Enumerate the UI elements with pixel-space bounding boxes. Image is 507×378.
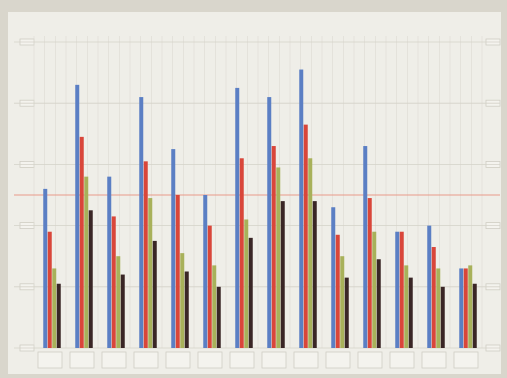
- bar-s2-c13: [431, 247, 436, 348]
- horizontal-grid: [14, 41, 500, 349]
- bar-s2-c11: [367, 198, 372, 348]
- bar-s3-c1: [52, 268, 57, 348]
- bar-s2-c8: [271, 146, 276, 348]
- bar-s4-c3: [120, 274, 125, 348]
- bar-s4-c12: [408, 277, 413, 348]
- bar-s1-c2: [75, 84, 80, 348]
- bar-s3-c14: [468, 265, 473, 348]
- bar-s3-c13: [436, 268, 441, 348]
- bar-s1-c10: [331, 207, 336, 348]
- bar-s2-c6: [207, 225, 212, 348]
- bar-s3-c12: [404, 265, 409, 348]
- bar-s3-c8: [276, 167, 281, 348]
- bar-s2-c7: [239, 158, 244, 348]
- bar-s3-c5: [180, 253, 185, 348]
- x-label-box: [357, 351, 383, 369]
- bar-s3-c3: [116, 256, 121, 348]
- bar-s4-c2: [88, 210, 93, 348]
- x-label-box: [165, 351, 191, 369]
- bar-s3-c9: [308, 158, 313, 348]
- x-label-box: [133, 351, 159, 369]
- bar-s1-c8: [267, 97, 272, 348]
- bars: [43, 69, 477, 349]
- bar-s3-c6: [212, 265, 217, 348]
- bar-s3-c7: [244, 219, 249, 348]
- bar-s1-c1: [43, 188, 48, 348]
- bar-s1-c6: [203, 195, 208, 348]
- bar-s4-c1: [56, 283, 61, 348]
- bar-s2-c1: [47, 231, 52, 348]
- bar-s4-c8: [280, 201, 285, 348]
- x-label-boxes: [37, 351, 479, 369]
- bar-s1-c4: [139, 97, 144, 348]
- bar-s4-c4: [152, 240, 157, 348]
- bar-s2-c10: [335, 234, 340, 348]
- bar-s4-c11: [376, 259, 381, 348]
- bar-s4-c13: [440, 286, 445, 348]
- bar-s2-c4: [143, 161, 148, 348]
- bar-s2-c14: [463, 268, 468, 348]
- x-label-box: [389, 351, 415, 369]
- x-label-box: [197, 351, 223, 369]
- x-label-box: [453, 351, 479, 369]
- x-label-box: [261, 351, 287, 369]
- bar-s1-c12: [395, 231, 400, 348]
- bar-s3-c2: [84, 176, 89, 348]
- x-label-box: [293, 351, 319, 369]
- bar-s3-c10: [340, 256, 345, 348]
- bar-s1-c9: [299, 69, 304, 348]
- bar-s1-c14: [459, 268, 464, 348]
- bar-s1-c13: [427, 225, 432, 348]
- bar-s1-c7: [235, 87, 240, 349]
- x-label-box: [101, 351, 127, 369]
- bar-s1-c3: [107, 176, 112, 348]
- bar-s4-c14: [472, 283, 477, 348]
- bar-s4-c7: [248, 237, 253, 348]
- bar-s1-c11: [363, 146, 368, 348]
- bar-s2-c2: [79, 136, 84, 348]
- bar-s4-c6: [216, 286, 221, 348]
- bar-s2-c3: [111, 216, 116, 348]
- bar-s3-c4: [148, 198, 153, 348]
- bar-s1-c5: [171, 149, 176, 348]
- bar-s2-c12: [399, 231, 404, 348]
- bar-s3-c11: [372, 231, 377, 348]
- bar-s2-c9: [303, 124, 308, 349]
- bar-s4-c5: [184, 271, 189, 348]
- x-label-box: [69, 351, 95, 369]
- x-label-box: [229, 351, 255, 369]
- bar-s2-c5: [175, 195, 180, 348]
- bar-s4-c9: [312, 201, 317, 348]
- x-label-box: [421, 351, 447, 369]
- bar-s4-c10: [344, 277, 349, 348]
- x-label-box: [37, 351, 63, 369]
- x-label-box: [325, 351, 351, 369]
